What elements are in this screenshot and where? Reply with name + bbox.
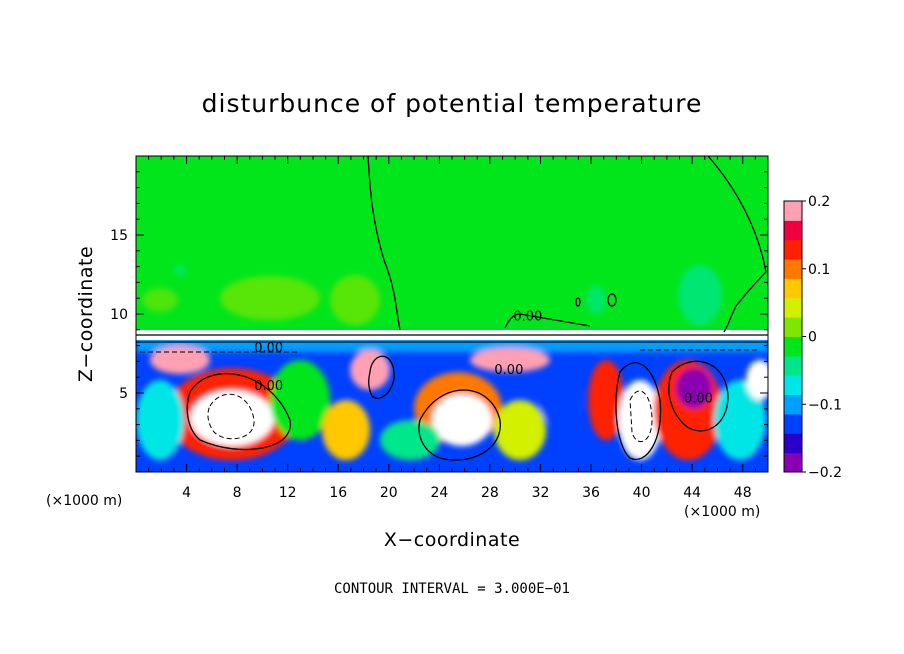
- lower-turbulent-layer: [136, 330, 768, 472]
- x-tick-label: 40: [633, 485, 651, 501]
- colorbar-swatch: [784, 220, 802, 241]
- contour-line: [607, 293, 617, 307]
- eddy: [618, 380, 662, 460]
- x-tick-label: 20: [380, 485, 398, 501]
- colorbar-tick-label: 0.2: [808, 194, 830, 210]
- eddy: [432, 394, 492, 446]
- eddy: [746, 360, 768, 400]
- eddy: [676, 368, 712, 408]
- contour-line: [368, 355, 395, 399]
- colorbar-tick-label: −0.1: [808, 397, 842, 413]
- colorbar-tick-label: 0: [808, 330, 817, 346]
- y-axis-label: Z−coordinate: [75, 246, 97, 382]
- contour-line: [707, 156, 767, 333]
- eddy: [588, 360, 624, 440]
- contour-line: [575, 297, 581, 307]
- dashed-contours: [140, 349, 760, 443]
- contour-line: [615, 362, 662, 461]
- colorbar: 0.2 0.1 0 −0.1 −0.2: [783, 194, 842, 481]
- contour-label: 0.00: [513, 309, 542, 324]
- y-axis: 5 10 15: [110, 171, 768, 457]
- field-patch: [174, 265, 186, 275]
- colorbar-swatch: [784, 355, 802, 376]
- eddy: [714, 380, 766, 460]
- colorbar-swatch: [784, 259, 802, 279]
- field-patch: [220, 276, 320, 320]
- x-tick-label: 44: [683, 485, 701, 501]
- y-tick-label: 15: [110, 228, 128, 244]
- colorbar-swatch: [784, 278, 802, 299]
- field-patch: [678, 265, 722, 325]
- contour-labels: 0.00 0.00 0.00 0.00 0.00: [254, 309, 713, 406]
- eddy: [380, 420, 440, 460]
- x-tick-label: 28: [481, 485, 499, 501]
- eddy: [470, 348, 550, 372]
- x-axis-label: X−coordinate: [384, 529, 520, 551]
- eddy: [150, 346, 210, 374]
- contour-label: 0.00: [254, 341, 283, 356]
- x-tick-label: 4: [182, 485, 191, 501]
- colorbar-swatch: [784, 433, 802, 454]
- eddy: [190, 390, 274, 446]
- field-patch: [330, 275, 380, 325]
- contour-line: [418, 389, 501, 461]
- contour-line: [668, 360, 729, 432]
- contour-label: 0.00: [684, 391, 713, 406]
- eddy: [270, 360, 330, 440]
- x-tick-label: 24: [430, 485, 448, 501]
- x-tick-label: 8: [233, 485, 242, 501]
- x-tick-label: 12: [279, 485, 297, 501]
- eddy: [494, 400, 546, 460]
- colorbar-swatch: [784, 336, 802, 357]
- contour-line: [504, 313, 591, 329]
- y-tick-label: 5: [119, 386, 128, 402]
- colorbar-swatch: [784, 394, 802, 415]
- field-patch: [142, 288, 178, 312]
- colorbar-tick-label: 0.1: [808, 262, 830, 278]
- contour-line: [367, 156, 401, 331]
- plot-area: 0.00 0.00 0.00 0.00 0.00: [136, 156, 768, 472]
- x-tick-label: 48: [734, 485, 752, 501]
- x-unit-label-right: (×1000 m): [684, 504, 760, 520]
- field-patch: [586, 286, 606, 314]
- eddy: [136, 380, 184, 460]
- contour-line: [207, 393, 255, 440]
- colorbar-swatch: [784, 413, 802, 434]
- y-tick-label: 10: [110, 307, 128, 323]
- x-tick-label: 16: [329, 485, 347, 501]
- colorbar-swatch: [784, 452, 802, 473]
- contour-lines: [136, 156, 768, 461]
- colorbar-swatch: [784, 297, 802, 318]
- eddy: [540, 374, 580, 426]
- contour-line: [186, 372, 291, 451]
- eddy: [322, 400, 370, 460]
- upper-field-variations: [142, 265, 722, 325]
- chart-title: disturbunce of potential temperature: [202, 89, 703, 118]
- contour-label: 0.00: [494, 363, 523, 378]
- x-tick-label: 36: [582, 485, 600, 501]
- colorbar-swatch: [784, 375, 802, 396]
- contour-interval-note: CONTOUR INTERVAL = 3.000E−01: [334, 581, 570, 597]
- contour-label: 0.00: [254, 379, 283, 394]
- colorbar-swatch: [784, 239, 802, 260]
- colorbar-tick-label: −0.2: [808, 465, 842, 481]
- colorbar-swatch: [784, 317, 802, 337]
- x-axis: 4 8 12 16 20 24 28 32 36 40 44 48: [148, 156, 756, 501]
- colorbar-swatch: [784, 201, 802, 221]
- x-tick-label: 32: [532, 485, 550, 501]
- x-unit-label-left: (×1000 m): [46, 493, 122, 509]
